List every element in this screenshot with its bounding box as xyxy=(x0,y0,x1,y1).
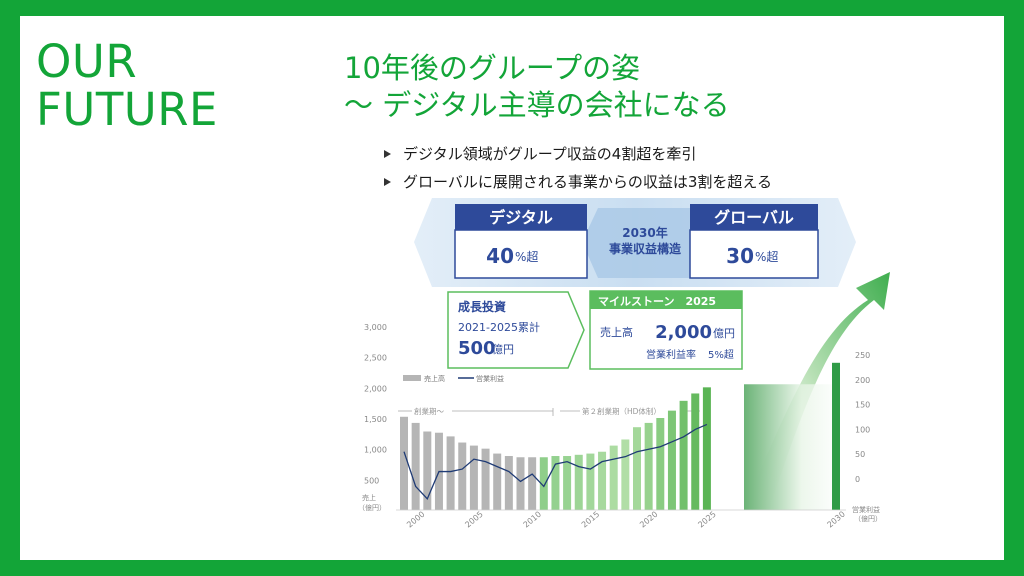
global-box xyxy=(689,229,819,279)
period-label: 第２創業期（HD体制） xyxy=(582,406,661,416)
x-tick: 2020 xyxy=(638,510,659,530)
milestone-sales-unit: 億円 xyxy=(713,327,735,340)
milestone-header xyxy=(590,291,742,309)
section-title-line2: FUTURE xyxy=(36,83,218,136)
y-right-tick: 0 xyxy=(855,475,860,484)
digital-unit: %超 xyxy=(515,249,538,264)
sales-bar xyxy=(633,427,641,510)
bullet-text: デジタル領域がグループ収益の4割超を牽引 xyxy=(403,145,697,163)
y-right-label: （億円） xyxy=(854,514,882,523)
x-tick: 2015 xyxy=(580,510,601,530)
sales-bar xyxy=(481,448,490,510)
x-tick: 2000 xyxy=(405,510,426,530)
operating-profit-line xyxy=(403,423,708,501)
investment-period: 2021-2025累計 xyxy=(458,320,540,334)
structure-caption: 事業収益構造 xyxy=(609,241,682,256)
bullet-list: デジタル領域がグループ収益の4割超を牽引 グローバルに展開される事業からの収益は… xyxy=(384,140,772,196)
y-left-tick: 500 xyxy=(364,476,379,485)
sales-bar xyxy=(691,393,700,510)
bullet-text: グローバルに展開される事業からの収益は3割を超える xyxy=(403,173,772,191)
sales-bar xyxy=(563,456,572,510)
sales-bar xyxy=(411,422,420,510)
sales-bar xyxy=(400,416,408,510)
y-left-tick: 1,500 xyxy=(364,415,387,424)
digital-label: デジタル xyxy=(489,208,553,227)
sales-bar xyxy=(574,454,583,510)
global-header xyxy=(690,204,818,230)
bullet-item: デジタル領域がグループ収益の4割超を牽引 xyxy=(384,140,772,168)
x-tick: 2010 xyxy=(522,510,543,530)
investment-box xyxy=(447,291,585,369)
y-right-tick: 150 xyxy=(855,401,870,410)
sales-bar xyxy=(493,453,502,510)
structure-center-chevron xyxy=(582,208,708,278)
bullet-item: グローバルに展開される事業からの収益は3割を超える xyxy=(384,168,772,196)
page-title-line1: 10年後のグループの姿 xyxy=(344,51,641,85)
investment-value: 500 xyxy=(458,338,496,359)
page-title-line2: ～ デジタル主導の会社になる xyxy=(344,88,730,122)
sales-bar xyxy=(469,445,478,510)
milestone-sales-value: 2,000 xyxy=(655,322,712,343)
sales-bar xyxy=(528,457,537,510)
investment-title: 成長投資 xyxy=(458,299,506,314)
sales-bar xyxy=(516,457,525,510)
digital-box xyxy=(454,229,588,279)
global-value: 30 xyxy=(726,244,754,268)
global-unit: %超 xyxy=(755,249,778,264)
sales-bar xyxy=(621,439,630,510)
period-label: 創業期〜 xyxy=(414,406,444,416)
bullet-arrow-icon xyxy=(384,178,391,186)
digital-value: 40 xyxy=(486,244,514,268)
sales-bar xyxy=(504,456,513,510)
sales-bar xyxy=(656,418,665,510)
y-left-label: 売上 xyxy=(362,493,376,502)
sales-bar xyxy=(644,422,653,510)
x-tick: 2005 xyxy=(463,510,484,530)
sales-bar xyxy=(667,410,676,510)
milestone-margin-value: 5%超 xyxy=(708,348,734,361)
y-right-tick: 100 xyxy=(855,425,870,434)
milestone-sales-label: 売上高 xyxy=(600,325,633,339)
milestone-margin-label: 営業利益率 xyxy=(646,348,696,361)
digital-header xyxy=(455,204,587,230)
sales-bar xyxy=(679,400,688,510)
section-title-line1: OUR xyxy=(36,35,138,88)
sales-bar xyxy=(458,442,467,510)
y-left-tick: 1,000 xyxy=(364,446,387,455)
x-tick: 2025 xyxy=(696,510,717,530)
sales-bar xyxy=(551,456,560,510)
structure-year: 2030年 xyxy=(622,225,667,240)
legend-profit-label: 営業利益 xyxy=(476,374,504,383)
sales-bar xyxy=(423,431,432,510)
sales-bar xyxy=(609,445,618,510)
growth-fade-area xyxy=(744,384,840,510)
sales-bar xyxy=(586,453,595,510)
global-label: グローバル xyxy=(714,208,794,227)
page-title: 10年後のグループの姿 ～ デジタル主導の会社になる xyxy=(344,50,730,124)
y-right-tick: 250 xyxy=(855,351,870,360)
sales-bar xyxy=(598,451,607,510)
sales-bar xyxy=(446,436,455,510)
y-left-tick: 2,000 xyxy=(364,384,387,393)
y-right-tick: 200 xyxy=(855,376,870,385)
sales-bar xyxy=(702,387,711,510)
y-right-tick: 50 xyxy=(855,450,865,459)
y-left-tick: 3,000 xyxy=(364,323,387,332)
legend-sales-swatch xyxy=(403,375,421,381)
y-right-label: 営業利益 xyxy=(852,505,880,514)
x-tick: 2030 xyxy=(826,510,847,530)
sales-bar xyxy=(832,362,840,510)
y-left-label: （億円） xyxy=(358,503,386,512)
milestone-title: マイルストーン 2025 xyxy=(598,295,716,308)
legend-sales-label: 売上高 xyxy=(424,374,445,383)
investment-unit: 億円 xyxy=(492,343,514,356)
bullet-arrow-icon xyxy=(384,150,391,158)
y-left-tick: 2,500 xyxy=(364,354,387,363)
sales-bar xyxy=(539,457,548,510)
section-title: OUR FUTURE xyxy=(36,38,218,134)
